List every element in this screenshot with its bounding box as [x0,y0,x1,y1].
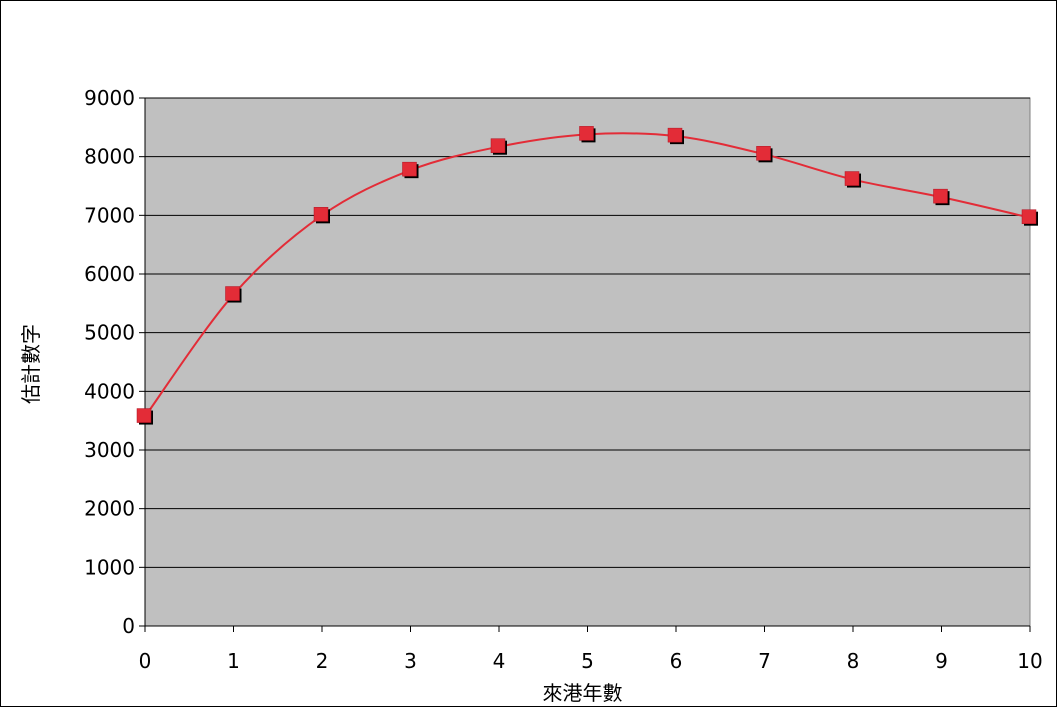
series-markers [136,126,1038,425]
x-tick-label-0: 0 [139,649,152,673]
marker [844,171,860,186]
y-tick-label-9000: 9000 [84,86,135,110]
data-point-6 [667,127,684,145]
y-tick-label-2000: 2000 [84,497,135,521]
y-axis-ticks: 0 1000 2000 3000 4000 5000 6000 7000 8000 9000 [84,86,145,638]
data-point-7 [756,146,773,163]
marker [667,127,683,143]
data-point-0 [136,408,153,425]
y-tick-label-6000: 6000 [84,262,135,286]
marker [402,161,417,177]
marker [1021,209,1037,224]
data-point-5 [579,126,596,143]
marker [225,286,240,301]
data-point-10 [1021,209,1038,226]
x-axis-ticks: 0 1 2 3 4 5 6 7 8 9 10 [139,626,1043,673]
x-tick-label-2: 2 [316,649,329,673]
x-tick-label-3: 3 [404,649,417,673]
x-tick-label-10: 10 [1017,649,1042,673]
y-tick-label-4000: 4000 [84,379,135,403]
x-tick-label-9: 9 [935,649,948,673]
marker [313,207,329,222]
y-tick-label-0: 0 [122,614,135,638]
y-tick-label-1000: 1000 [84,555,135,579]
x-tick-label-1: 1 [227,649,240,673]
y-tick-label-5000: 5000 [84,321,135,345]
x-tick-label-7: 7 [758,649,771,673]
data-point-1 [225,286,242,303]
data-point-4 [490,138,507,155]
marker [490,138,506,153]
x-tick-label-6: 6 [670,649,683,673]
y-tick-label-8000: 8000 [84,145,135,169]
x-tick-label-5: 5 [581,649,594,673]
y-tick-label-3000: 3000 [84,438,135,462]
marker [136,408,152,423]
y-axis-title: 估計數字 [19,324,43,404]
x-axis-title: 來港年數 [543,681,623,705]
x-tick-label-4: 4 [493,649,506,673]
marker [579,126,594,141]
plot-area [144,97,1031,627]
y-tick-label-7000: 7000 [84,203,135,227]
data-point-2 [313,207,330,224]
data-point-9 [933,188,950,206]
gridlines [145,97,1030,568]
x-tick-label-8: 8 [847,649,860,673]
marker [933,188,948,204]
series-line [144,132,1031,418]
data-point-3 [402,161,419,179]
data-point-8 [844,171,861,188]
marker [756,146,771,161]
